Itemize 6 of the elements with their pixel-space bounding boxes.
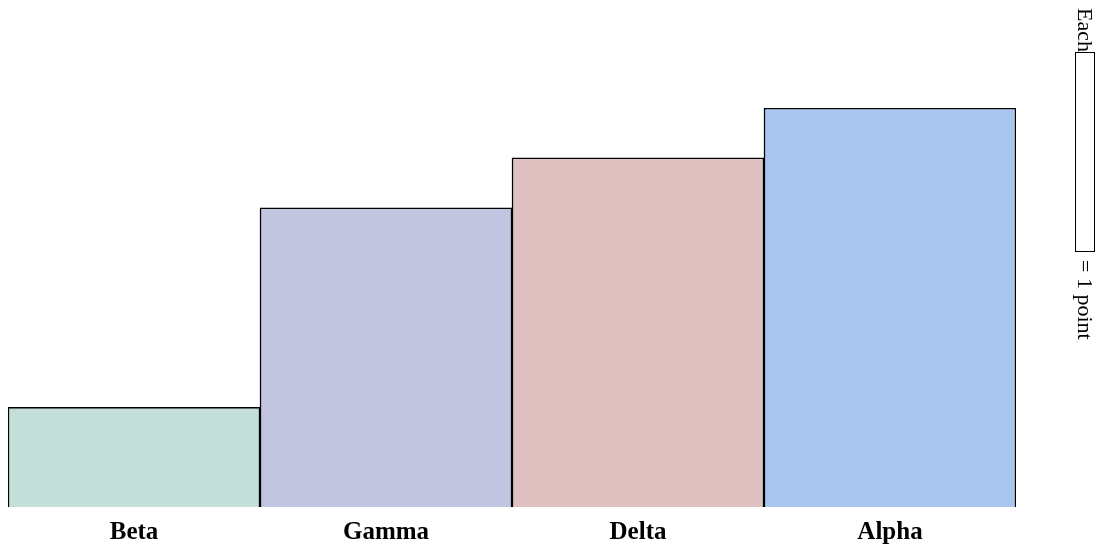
x-tick-label: Gamma [342,517,430,545]
x-tick-label: Alpha [857,517,924,545]
text: = 1 point [1072,259,1098,340]
x-tick-label: Delta [609,517,667,545]
text: Each [1072,8,1098,52]
x-tick-label: Beta [109,517,159,545]
